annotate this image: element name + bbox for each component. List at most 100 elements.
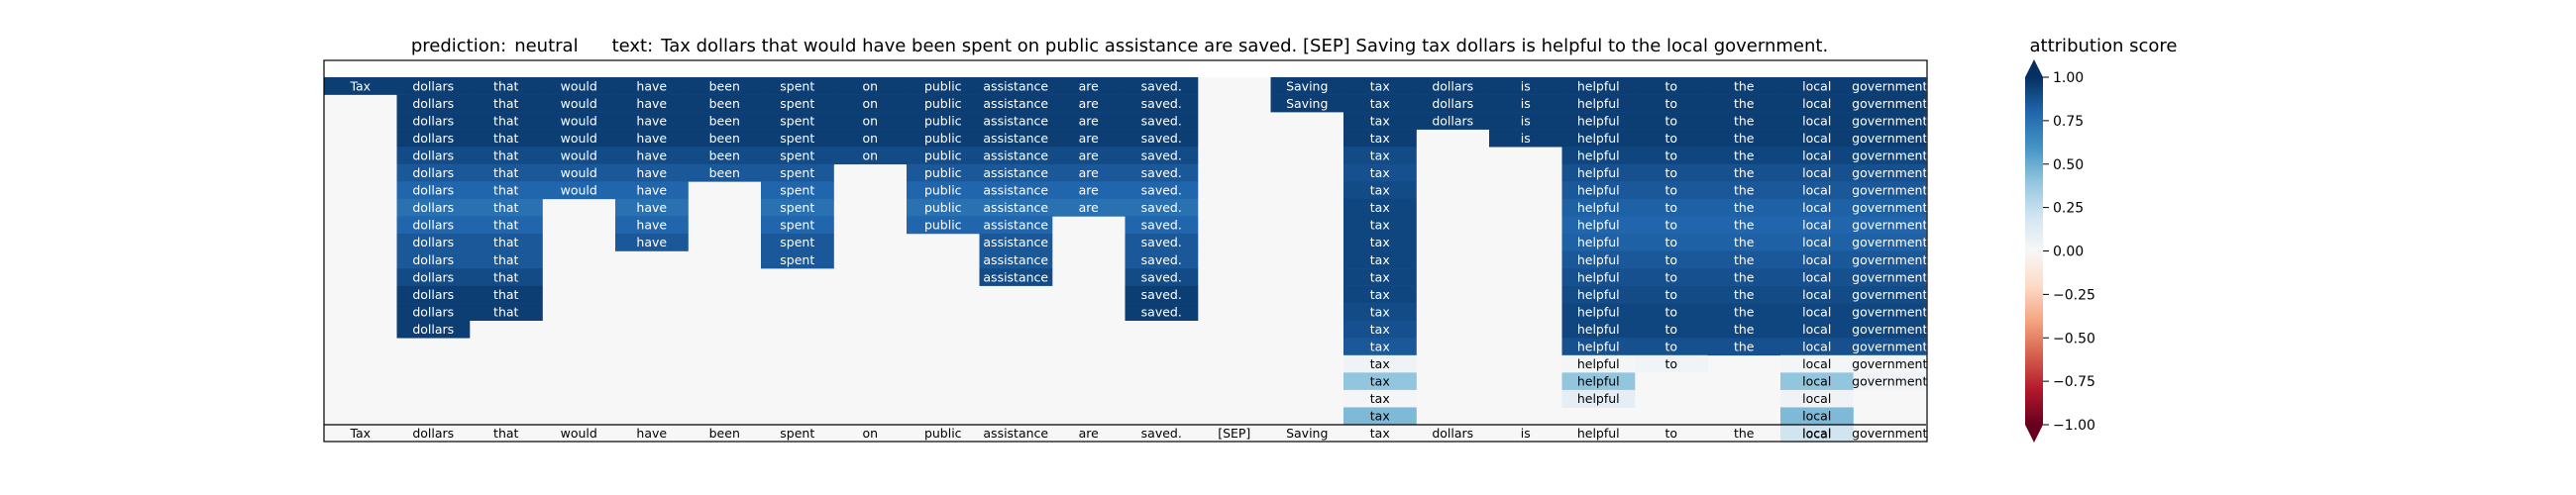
- heatmap-cell: [542, 129, 616, 148]
- cell-label: saved.: [1141, 113, 1182, 128]
- heatmap-cell: [1780, 250, 1854, 269]
- cell-label: tax: [1370, 131, 1390, 146]
- cell-label: the: [1734, 183, 1755, 198]
- colorbar: 1.00 0.75 0.50 0.25 0.00 −0.25 −0.50 −0.75 −1.00: [2025, 59, 2095, 443]
- heatmap-cell: [542, 163, 616, 182]
- cell-label: been: [709, 113, 740, 128]
- heatmap-cell: [1561, 268, 1636, 286]
- heatmap-cell: [1561, 303, 1636, 321]
- colorbar-tick-label: 1.00: [2053, 70, 2084, 86]
- heatmap-cell: [1780, 268, 1854, 286]
- heatmap-cell: [1561, 198, 1636, 217]
- cell-label: to: [1664, 356, 1677, 371]
- heatmap-cell: [907, 163, 980, 182]
- heatmap-cell: [1780, 407, 1854, 426]
- heatmap-cell: [1780, 425, 1854, 443]
- cell-label: local: [1802, 304, 1831, 319]
- heatmap-cell: [1635, 181, 1708, 200]
- cell-label: government: [1852, 78, 1927, 93]
- heatmap-cell: [1707, 112, 1781, 130]
- heatmap-cell: [1853, 320, 1927, 339]
- cell-label: dollars: [412, 287, 454, 302]
- heatmap-cell: [1853, 147, 1927, 165]
- heatmap-cell: [1561, 112, 1636, 130]
- heatmap-cell: [1853, 303, 1927, 321]
- cell-label: the: [1734, 96, 1755, 111]
- cell-label: government: [1852, 113, 1927, 128]
- cell-label: spent: [780, 235, 814, 249]
- cell-label: public: [924, 96, 962, 111]
- heatmap-cell: [1125, 198, 1199, 217]
- cell-label: tax: [1370, 165, 1390, 180]
- colorbar-tick-label: 0.50: [2053, 157, 2084, 173]
- cell-label: dollars: [412, 78, 454, 93]
- heatmap-cell: [1635, 250, 1708, 269]
- prediction-label: prediction:: [411, 36, 506, 56]
- cell-label: helpful: [1577, 78, 1620, 93]
- colorbar-tick-label: −1.00: [2053, 418, 2095, 434]
- cell-label: helpful: [1577, 235, 1620, 249]
- heatmap-cell: [396, 77, 471, 95]
- heatmap-cell: [1125, 163, 1199, 182]
- cell-label: would: [561, 148, 597, 162]
- heatmap-cell: [470, 285, 543, 304]
- heatmap-cell: [396, 320, 471, 339]
- heatmap-cell: [1635, 163, 1708, 182]
- cell-label: spent: [780, 96, 814, 111]
- heatmap-cell: [615, 216, 689, 235]
- heatmap-cell: [761, 163, 834, 182]
- heatmap-cell: [1489, 129, 1562, 148]
- cell-label: are: [1079, 78, 1100, 93]
- heatmap-cell: [1780, 181, 1854, 200]
- heatmap-cell: [761, 250, 834, 269]
- cell-label: tax: [1370, 391, 1390, 406]
- heatmap-cell: [1853, 233, 1927, 251]
- cell-label: saved.: [1141, 131, 1182, 146]
- heatmap-cell: [1780, 216, 1854, 235]
- heatmap-cell: [1853, 163, 1927, 182]
- cell-label: to: [1664, 287, 1677, 302]
- cell-label: helpful: [1577, 96, 1620, 111]
- heatmap-cell: [1489, 77, 1562, 95]
- cell-label: Saving: [1286, 78, 1328, 93]
- cell-label: saved.: [1141, 200, 1182, 215]
- cell-label: assistance: [983, 200, 1048, 215]
- cell-label: government: [1852, 252, 1927, 267]
- heatmap-cell: [542, 112, 616, 130]
- cell-label: is: [1521, 113, 1531, 128]
- cell-label: been: [709, 96, 740, 111]
- cell-label: helpful: [1577, 165, 1620, 180]
- heatmap-cell: [1125, 147, 1199, 165]
- heatmap-cell: [979, 147, 1053, 165]
- prediction-value: neutral: [514, 36, 578, 56]
- heatmap-cell: [1561, 163, 1636, 182]
- heatmap-cell: [1853, 77, 1927, 95]
- cell-label: public: [924, 148, 962, 162]
- heatmap-cell: [1343, 268, 1417, 286]
- heatmap-cell: [470, 129, 543, 148]
- cell-label: to: [1664, 131, 1677, 146]
- heatmap-cell: [615, 94, 689, 113]
- cell-label: Saving: [1286, 96, 1328, 111]
- heatmap-cell: [470, 163, 543, 182]
- heatmap-cell: [470, 112, 543, 130]
- heatmap-cell: [1125, 216, 1199, 235]
- cell-label: local: [1802, 269, 1831, 284]
- heatmap-cell: [833, 112, 908, 130]
- colorbar-tick-label: −0.50: [2053, 331, 2095, 346]
- cell-label: spent: [780, 252, 814, 267]
- cell-label: the: [1734, 165, 1755, 180]
- cell-label: local: [1802, 148, 1831, 162]
- cell-label: to: [1664, 252, 1677, 267]
- cell-label: assistance: [983, 165, 1048, 180]
- heatmap-cell: [1561, 372, 1636, 391]
- heatmap-cell: [396, 198, 471, 217]
- cell-label: government: [1852, 218, 1927, 233]
- cell-label: local: [1802, 165, 1831, 180]
- heatmap-cell: [1635, 147, 1708, 165]
- heatmap-cell: [688, 163, 762, 182]
- cell-label: spent: [780, 131, 814, 146]
- colorbar-tick-label: −0.25: [2053, 287, 2095, 303]
- heatmap-cell: [470, 268, 543, 286]
- cell-label: saved.: [1141, 96, 1182, 111]
